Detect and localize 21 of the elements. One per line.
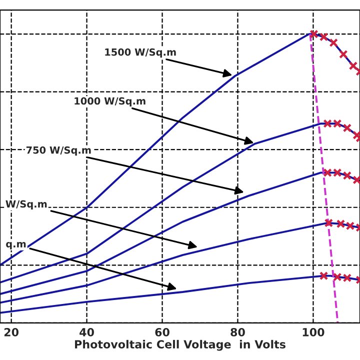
annotation: W/Sq.m (6, 200, 47, 210)
x-tick-label: 100 (302, 328, 324, 336)
annotation: 750 W/Sq.m (26, 146, 91, 156)
annotation: 1000 W/Sq.m (74, 97, 146, 107)
x-tick-label: 20 (4, 328, 19, 336)
x-tick-label: 60 (155, 328, 170, 336)
point (329, 38, 338, 48)
point (319, 271, 328, 280)
point (342, 124, 352, 132)
point (352, 130, 360, 140)
point (319, 32, 328, 42)
x-axis-title: Photovoltaic Cell Voltage in Volts (75, 340, 286, 351)
point (324, 218, 334, 228)
point (310, 30, 318, 38)
point (342, 171, 352, 180)
annotation: 1500 W/Sq.m (105, 48, 176, 58)
x-tick-label: 40 (80, 328, 94, 336)
point (348, 61, 358, 70)
point (339, 50, 348, 59)
annotation: q.m (6, 242, 26, 250)
x-tick-label: 80 (230, 328, 245, 336)
